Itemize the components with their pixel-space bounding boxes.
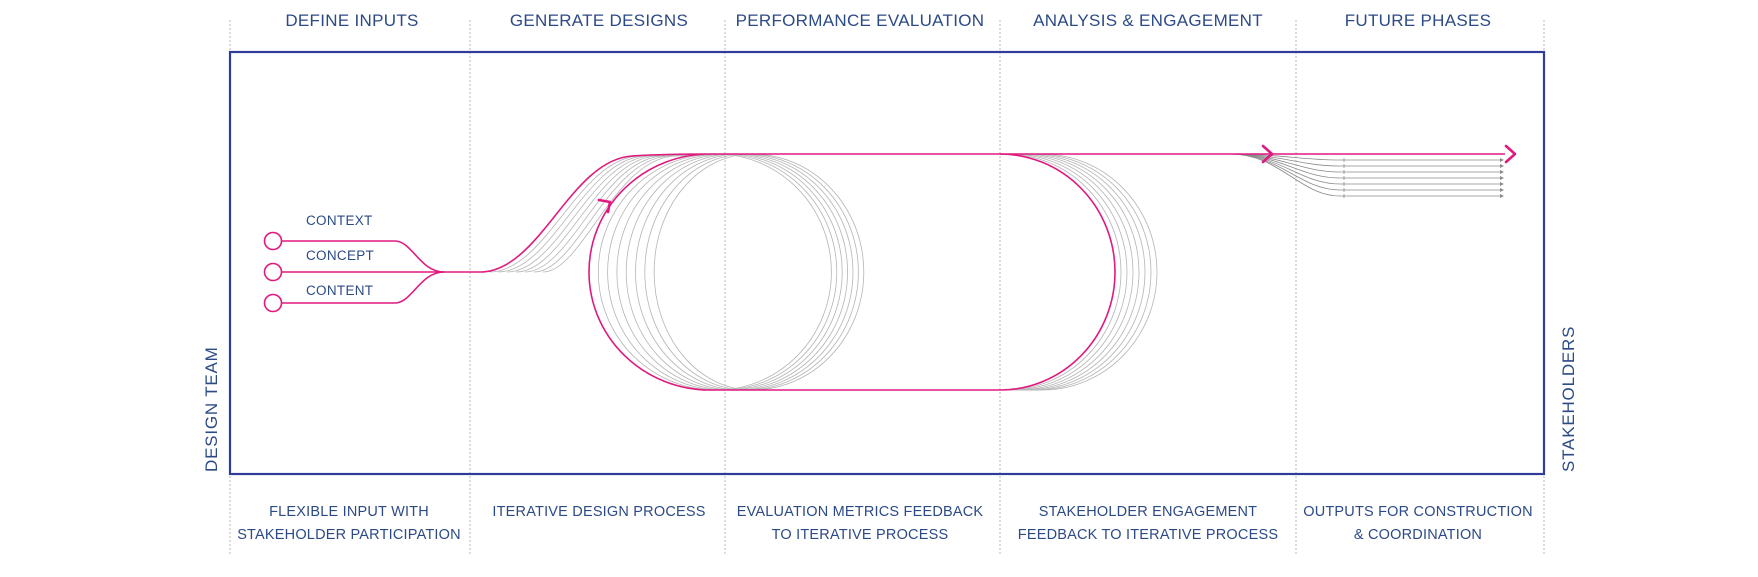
- output-line-arrow-icon-7: [1500, 194, 1504, 198]
- input-branches: CONTEXT CONCEPT CONTENT: [263, 213, 445, 313]
- arrow-final-output-icon: [1504, 144, 1517, 164]
- phase-desc-1-line-2: STAKEHOLDER PARTICIPATION: [237, 527, 461, 543]
- ghost-loop-left-7: [542, 153, 865, 391]
- output-line-arrow-icon-1: [1500, 158, 1504, 162]
- output-line-7: [1229, 153, 1500, 197]
- phase-desc-3-line-2: TO ITERATIVE PROCESS: [772, 527, 949, 543]
- ghost-loop-right-1: [1000, 153, 1122, 391]
- ghost-loop-right-2: [1000, 153, 1128, 391]
- phase-desc-2-line-1: ITERATIVE DESIGN PROCESS: [492, 504, 705, 520]
- ghost-loop-left-3: [506, 153, 843, 391]
- output-line-arrow-icon-4: [1500, 176, 1504, 180]
- phase-title-generate-designs: GENERATE DESIGNS: [510, 11, 688, 30]
- side-label-design-team: DESIGN TEAM: [202, 346, 221, 472]
- phase-title-performance-evaluation: PERFORMANCE EVALUATION: [736, 11, 985, 30]
- input-node-content: [263, 293, 283, 313]
- output-line-arrow-icon-2: [1500, 164, 1504, 168]
- phase-desc-5-line-1: OUTPUTS FOR CONSTRUCTION: [1303, 504, 1533, 520]
- phase-descriptions: FLEXIBLE INPUT WITH STAKEHOLDER PARTICIP…: [237, 504, 1533, 543]
- side-label-stakeholders: STAKEHOLDERS: [1559, 326, 1578, 472]
- output-line-arrow-icon-5: [1500, 182, 1504, 186]
- output-fan-lines: [1229, 153, 1504, 198]
- phase-title-future-phases: FUTURE PHASES: [1345, 11, 1492, 30]
- ghost-loop-right-4: [1000, 153, 1140, 391]
- output-line-arrow-icon-3: [1500, 170, 1504, 174]
- phase-desc-4-line-2: FEEDBACK TO ITERATIVE PROCESS: [1018, 527, 1278, 543]
- main-iteration-path: [444, 153, 1116, 391]
- process-frame: [228, 50, 1546, 476]
- input-node-context: [263, 231, 283, 251]
- input-node-concept: [263, 262, 283, 282]
- input-label-content: CONTENT: [306, 283, 373, 298]
- input-label-context: CONTEXT: [306, 213, 373, 228]
- phase-titles: DEFINE INPUTS GENERATE DESIGNS PERFORMAN…: [285, 11, 1491, 30]
- phase-desc-4-line-1: STAKEHOLDER ENGAGEMENT: [1039, 504, 1257, 520]
- ghost-loop-left-2: [497, 153, 838, 391]
- ghost-loop-left-1: [488, 153, 832, 391]
- phase-desc-1-line-1: FLEXIBLE INPUT WITH: [269, 504, 429, 520]
- input-branch-content: [281, 271, 445, 304]
- ghost-loop-right-7: [1000, 153, 1158, 391]
- ghost-loop-right-3: [1000, 153, 1134, 391]
- input-label-concept: CONCEPT: [306, 248, 374, 263]
- ghost-loop-right-5: [1000, 153, 1146, 391]
- ghost-loop-right-6: [1000, 153, 1152, 391]
- phase-title-analysis-engagement: ANALYSIS & ENGAGEMENT: [1033, 11, 1263, 30]
- phase-desc-3-line-1: EVALUATION METRICS FEEDBACK: [737, 504, 984, 520]
- output-line-arrow-icon-6: [1500, 188, 1504, 192]
- arrow-loop-entry-icon: [597, 198, 612, 214]
- iteration-ghost-lines: [488, 153, 1158, 391]
- phase-desc-5-line-2: & COORDINATION: [1354, 527, 1482, 543]
- arrow-mid-output-icon: [1261, 144, 1274, 164]
- input-branch-context: [281, 240, 445, 273]
- phase-title-define-inputs: DEFINE INPUTS: [285, 11, 418, 30]
